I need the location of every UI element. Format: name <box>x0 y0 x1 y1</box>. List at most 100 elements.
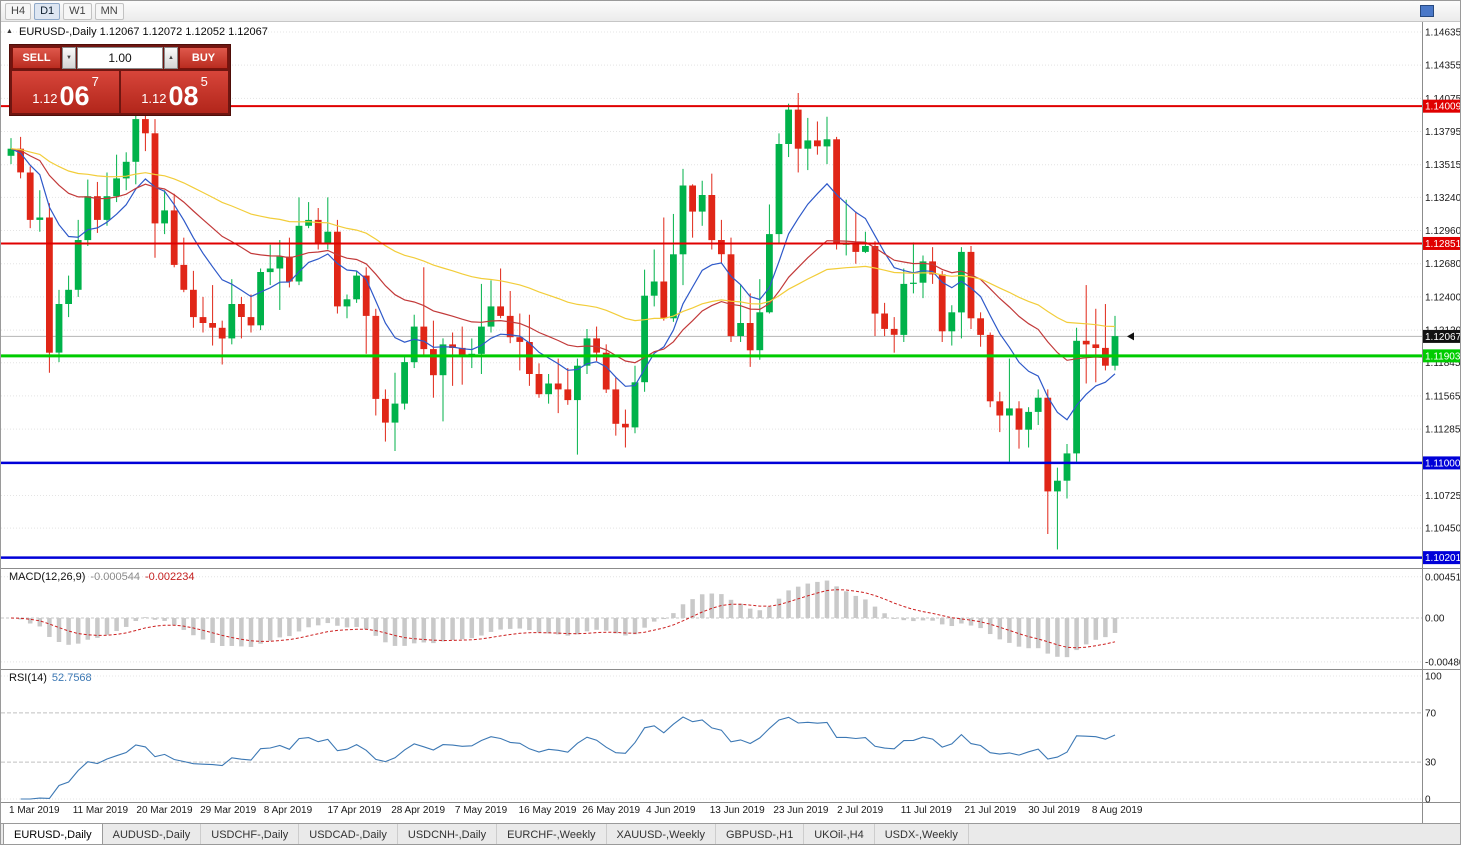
timeframe-button-H4[interactable]: H4 <box>5 2 32 20</box>
one-click-trading-panel: SELL ▼ ▲ BUY 1.12 06 7 1.12 08 5 <box>9 44 231 116</box>
svg-text:1.12960: 1.12960 <box>1425 226 1461 237</box>
trade-prices-row: 1.12 06 7 1.12 08 5 <box>12 71 228 113</box>
svg-text:70: 70 <box>1425 708 1437 719</box>
svg-text:1.11903: 1.11903 <box>1425 351 1461 362</box>
svg-text:7 May 2019: 7 May 2019 <box>455 805 508 816</box>
svg-text:1.14075: 1.14075 <box>1425 94 1461 105</box>
svg-text:0.00: 0.00 <box>1425 614 1445 625</box>
svg-text:0: 0 <box>1425 795 1431 806</box>
rsi-indicator-label: RSI(14) 52.7568 <box>9 672 92 684</box>
svg-text:1.14355: 1.14355 <box>1425 61 1461 72</box>
svg-text:26 May 2019: 26 May 2019 <box>582 805 640 816</box>
svg-text:1.12067: 1.12067 <box>1425 332 1461 343</box>
candlestick-series <box>7 93 1119 550</box>
buy-price-base: 1.12 <box>141 91 167 106</box>
svg-text:1.13795: 1.13795 <box>1425 127 1461 138</box>
rsi-name: RSI(14) <box>9 672 47 684</box>
bid-price-marker <box>1127 332 1134 341</box>
svg-text:30 Jul 2019: 30 Jul 2019 <box>1028 805 1080 816</box>
timeframe-buttons: H4 D1 W1 MN <box>5 2 124 20</box>
timeframe-button-MN[interactable]: MN <box>94 2 124 20</box>
chart-tab-XAUUSD-Weekly[interactable]: XAUUSD-,Weekly <box>607 824 716 844</box>
macd-name: MACD(12,26,9) <box>9 571 86 583</box>
svg-text:8 Apr 2019: 8 Apr 2019 <box>264 805 313 816</box>
chart-tab-EURCHF-Weekly[interactable]: EURCHF-,Weekly <box>497 824 607 844</box>
rsi-panel <box>1 675 1422 800</box>
svg-text:0.004517: 0.004517 <box>1425 572 1461 583</box>
chart-canvas[interactable]: 1.14635 1.14355 1.14075 1.13795 1.13515 1.132… <box>1 22 1461 823</box>
svg-text:1.10725: 1.10725 <box>1425 491 1461 502</box>
chart-tab-UKOil-H4[interactable]: UKOil-,H4 <box>804 824 875 844</box>
svg-text:21 Jul 2019: 21 Jul 2019 <box>965 805 1017 816</box>
panel-separators <box>1 22 1460 823</box>
trade-controls-row: SELL ▼ ▲ BUY <box>12 47 228 69</box>
date-axis[interactable]: 1 Mar 2019 11 Mar 2019 20 Mar 2019 29 Mar 2… <box>9 805 1143 816</box>
buy-price-sup: 5 <box>200 74 208 89</box>
buy-button[interactable]: BUY <box>179 47 228 69</box>
chart-title: EURUSD-,Daily 1.12067 1.12072 1.12052 1.… <box>19 26 268 38</box>
ma-fast-line <box>10 148 1116 421</box>
chart-tab-USDX-Weekly[interactable]: USDX-,Weekly <box>875 824 969 844</box>
svg-text:100: 100 <box>1425 672 1442 683</box>
svg-text:1.14009: 1.14009 <box>1425 102 1461 113</box>
svg-text:11 Jul 2019: 11 Jul 2019 <box>901 805 952 816</box>
svg-text:1.12400: 1.12400 <box>1425 292 1461 303</box>
triangle-down-icon: ▼ <box>66 55 72 61</box>
sell-price-base: 1.12 <box>32 91 58 106</box>
svg-text:28 Apr 2019: 28 Apr 2019 <box>391 805 445 816</box>
volume-down-button[interactable]: ▼ <box>62 47 76 69</box>
price-axis[interactable]: 1.14635 1.14355 1.14075 1.13795 1.13515 1.132… <box>1127 27 1461 806</box>
sell-price-display[interactable]: 1.12 06 7 <box>12 71 119 113</box>
svg-text:1.10201: 1.10201 <box>1425 553 1461 564</box>
svg-text:20 Mar 2019: 20 Mar 2019 <box>136 805 193 816</box>
svg-text:2 Jul 2019: 2 Jul 2019 <box>837 805 884 816</box>
timeframe-toolbar: H4 D1 W1 MN <box>1 1 1460 22</box>
buy-price-big: 08 <box>168 81 199 112</box>
macd-indicator-label: MACD(12,26,9) -0.000544 -0.002234 <box>9 571 195 583</box>
svg-text:-0.004806: -0.004806 <box>1425 657 1461 668</box>
svg-text:1.11565: 1.11565 <box>1425 391 1461 402</box>
chart-tab-USDCHF-Daily[interactable]: USDCHF-,Daily <box>201 824 300 844</box>
macd-signal-value: -0.002234 <box>144 571 195 583</box>
svg-text:23 Jun 2019: 23 Jun 2019 <box>773 805 828 816</box>
macd-panel <box>1 576 1422 663</box>
rsi-value: 52.7568 <box>51 672 92 684</box>
chart-window[interactable]: 1.14635 1.14355 1.14075 1.13795 1.13515 1.132… <box>1 22 1461 823</box>
svg-text:1.12851: 1.12851 <box>1425 239 1461 250</box>
timeframe-button-D1[interactable]: D1 <box>34 2 61 20</box>
svg-text:1 Mar 2019: 1 Mar 2019 <box>9 805 60 816</box>
ma-medium-line <box>10 148 1116 364</box>
svg-text:1.11000: 1.11000 <box>1425 458 1461 469</box>
svg-text:1.11285: 1.11285 <box>1425 425 1461 436</box>
svg-text:8 Aug 2019: 8 Aug 2019 <box>1092 805 1143 816</box>
sell-button[interactable]: SELL <box>12 47 61 69</box>
horizontal-lines <box>1 105 1422 559</box>
svg-text:30: 30 <box>1425 758 1437 769</box>
ma-slow-line <box>10 148 1116 328</box>
svg-text:16 May 2019: 16 May 2019 <box>519 805 577 816</box>
svg-text:1.13515: 1.13515 <box>1425 160 1461 171</box>
chart-tabs-bar: EURUSD-,Daily AUDUSD-,Daily USDCHF-,Daily U… <box>1 823 1460 844</box>
macd-main-value: -0.000544 <box>90 571 140 583</box>
triangle-up-icon: ▲ <box>168 55 174 61</box>
svg-text:1.11845: 1.11845 <box>1425 358 1461 369</box>
window-icon[interactable] <box>1420 5 1434 17</box>
chart-tab-EURUSD-Daily[interactable]: EURUSD-,Daily <box>3 824 103 844</box>
chart-tab-USDCAD-Daily[interactable]: USDCAD-,Daily <box>299 824 398 844</box>
svg-text:17 Apr 2019: 17 Apr 2019 <box>328 805 382 816</box>
timeframe-button-W1[interactable]: W1 <box>63 2 92 20</box>
svg-text:1.10450: 1.10450 <box>1425 524 1461 535</box>
chart-tab-GBPUSD-H1[interactable]: GBPUSD-,H1 <box>716 824 805 844</box>
panel-collapse-icon[interactable]: ▲ <box>6 28 13 35</box>
svg-text:4 Jun 2019: 4 Jun 2019 <box>646 805 696 816</box>
svg-text:11 Mar 2019: 11 Mar 2019 <box>73 805 129 816</box>
buy-price-display[interactable]: 1.12 08 5 <box>121 71 228 113</box>
chart-tab-AUDUSD-Daily[interactable]: AUDUSD-,Daily <box>103 824 202 844</box>
sell-price-big: 06 <box>59 81 90 112</box>
volume-up-button[interactable]: ▲ <box>164 47 178 69</box>
volume-input[interactable] <box>77 47 163 69</box>
sell-price-sup: 7 <box>91 74 99 89</box>
svg-text:1.14635: 1.14635 <box>1425 27 1461 38</box>
chart-tab-USDCNH-Daily[interactable]: USDCNH-,Daily <box>398 824 498 844</box>
